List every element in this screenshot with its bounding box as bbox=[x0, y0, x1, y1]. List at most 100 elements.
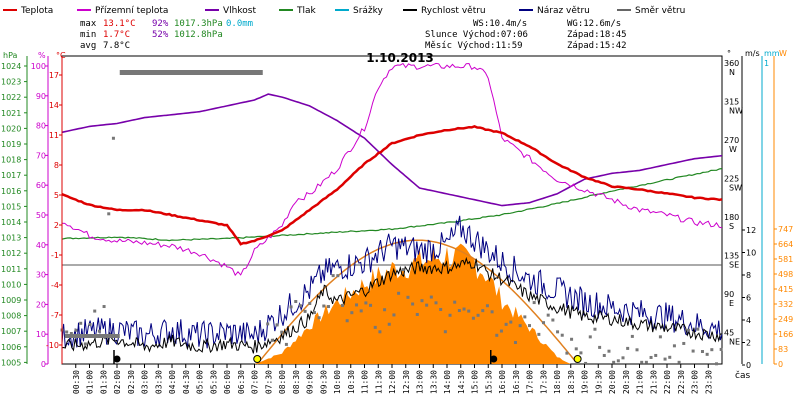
wind-direction-point bbox=[696, 327, 700, 331]
time-tick-label: 20:30 bbox=[622, 370, 631, 394]
wind-direction-point bbox=[677, 360, 681, 364]
wind-direction-band bbox=[64, 334, 120, 338]
time-tick-label: 10:30 bbox=[347, 370, 356, 394]
stat-avg-label: avg bbox=[80, 41, 96, 51]
wind-direction-point bbox=[289, 305, 293, 309]
temp-tick-label: -1 bbox=[51, 251, 59, 260]
hpa-tick-label: 1020 bbox=[1, 124, 21, 133]
legend-label: Směr větru bbox=[635, 6, 685, 16]
series-line-tlak bbox=[61, 167, 723, 242]
stat-min-label: min bbox=[80, 30, 96, 40]
wind-tick-label: 4 bbox=[746, 316, 751, 325]
wind-direction-point bbox=[387, 322, 391, 326]
hum-tick-label: 30 bbox=[36, 271, 46, 280]
time-tick-label: 15:30 bbox=[484, 370, 493, 394]
wind-direction-point bbox=[331, 274, 335, 278]
wind-direction-point bbox=[107, 212, 111, 216]
wind-unit: m/s bbox=[745, 49, 760, 58]
wind-direction-point bbox=[401, 268, 405, 272]
wind-direction-point bbox=[551, 318, 555, 322]
wind-direction-point bbox=[373, 325, 377, 329]
time-tick-label: 11:30 bbox=[374, 370, 383, 394]
wind-direction-point bbox=[378, 330, 382, 334]
legend-label: Přízemní teplota bbox=[95, 6, 168, 16]
dir-tick-label: 360 bbox=[724, 59, 739, 68]
wind-direction-point bbox=[691, 349, 695, 353]
wind-direction-point bbox=[298, 304, 302, 308]
wind-direction-point bbox=[499, 329, 503, 333]
wind-direction-point bbox=[546, 313, 550, 317]
stat-max-temp: 13.1°C bbox=[103, 19, 136, 29]
moonrise-marker bbox=[113, 355, 121, 363]
hpa-tick-label: 1011 bbox=[1, 265, 21, 274]
dir-name-label: W bbox=[729, 145, 737, 154]
time-tick-label: 21:00 bbox=[636, 370, 645, 394]
wind-direction-point bbox=[560, 333, 564, 337]
temp-tick-label: 8 bbox=[54, 161, 59, 170]
time-tick-label: 04:30 bbox=[182, 370, 191, 394]
dir-name-label: NE bbox=[729, 338, 740, 347]
wind-direction-point bbox=[336, 274, 340, 278]
wind-tick-label: 6 bbox=[746, 294, 751, 303]
time-tick-label: 16:30 bbox=[512, 370, 521, 394]
time-tick-label: 18:00 bbox=[553, 370, 562, 394]
wind-direction-point bbox=[616, 359, 620, 363]
wind-direction-point bbox=[471, 316, 475, 320]
wind-direction-point bbox=[65, 330, 69, 334]
wind-direction-point bbox=[593, 327, 597, 331]
wind-tick-label: 2 bbox=[746, 339, 751, 348]
dir-tick-label: 270 bbox=[724, 136, 739, 145]
solar-tick-label: 581 bbox=[778, 255, 793, 264]
wind-direction-point bbox=[658, 335, 662, 339]
time-tick-label: 09:30 bbox=[319, 370, 328, 394]
wind-direction-point bbox=[630, 334, 634, 338]
wind-tick-label: 8 bbox=[746, 271, 751, 280]
wind-direction-point bbox=[411, 302, 415, 306]
time-tick-label: 07:00 bbox=[251, 370, 260, 394]
hum-tick-label: 0 bbox=[41, 360, 46, 369]
stat-max-label: max bbox=[80, 19, 97, 29]
wind-direction-point bbox=[392, 313, 396, 317]
time-tick-label: 02:30 bbox=[127, 370, 136, 394]
time-tick-label: 03:00 bbox=[141, 370, 150, 394]
stat-min-press: 1012.8hPa bbox=[174, 30, 223, 40]
wind-direction-point bbox=[83, 342, 87, 346]
time-tick-label: 13:30 bbox=[429, 370, 438, 394]
hpa-tick-label: 1014 bbox=[1, 218, 21, 227]
wind-direction-point bbox=[111, 136, 115, 140]
wind-tick-label: 12 bbox=[746, 226, 756, 235]
wind-direction-point bbox=[425, 303, 429, 307]
legend-label: Srážky bbox=[353, 6, 384, 16]
hpa-tick-label: 1017 bbox=[1, 171, 21, 180]
time-tick-label: 16:00 bbox=[498, 370, 507, 394]
time-tick-label: 13:00 bbox=[416, 370, 425, 394]
wind-direction-point bbox=[649, 355, 653, 359]
solar-tick-label: 498 bbox=[778, 270, 793, 279]
hpa-tick-label: 1019 bbox=[1, 140, 21, 149]
wind-tick-label: 10 bbox=[746, 249, 756, 258]
temp-unit: °C bbox=[56, 51, 66, 60]
stat-max-rain: 0.0mm bbox=[226, 19, 253, 29]
wind-direction-point bbox=[415, 312, 419, 316]
hum-tick-label: 20 bbox=[36, 300, 46, 309]
time-tick-label: 03:30 bbox=[154, 370, 163, 394]
hpa-tick-label: 1021 bbox=[1, 109, 21, 118]
wind-direction-point bbox=[481, 309, 485, 313]
rain-unit: mm bbox=[764, 49, 780, 58]
dir-name-label: NW bbox=[729, 107, 743, 116]
dir-name-label: SE bbox=[729, 261, 739, 270]
stat-max-press: 1017.3hPa bbox=[174, 19, 223, 29]
time-tick-label: 06:00 bbox=[223, 370, 232, 394]
wind-direction-point bbox=[345, 319, 349, 323]
time-tick-label: 22:00 bbox=[663, 370, 672, 394]
solar-tick-label: 415 bbox=[778, 285, 793, 294]
temp-tick-label: -7 bbox=[51, 311, 59, 320]
wind-direction-point bbox=[570, 337, 574, 341]
hpa-tick-label: 1023 bbox=[1, 78, 21, 87]
wind-direction-point bbox=[359, 309, 363, 313]
hum-tick-label: 50 bbox=[36, 211, 46, 220]
time-tick-label: 19:00 bbox=[581, 370, 590, 394]
wind-direction-point bbox=[621, 356, 625, 360]
wind-direction-point bbox=[490, 310, 494, 314]
series-lines bbox=[60, 62, 723, 366]
